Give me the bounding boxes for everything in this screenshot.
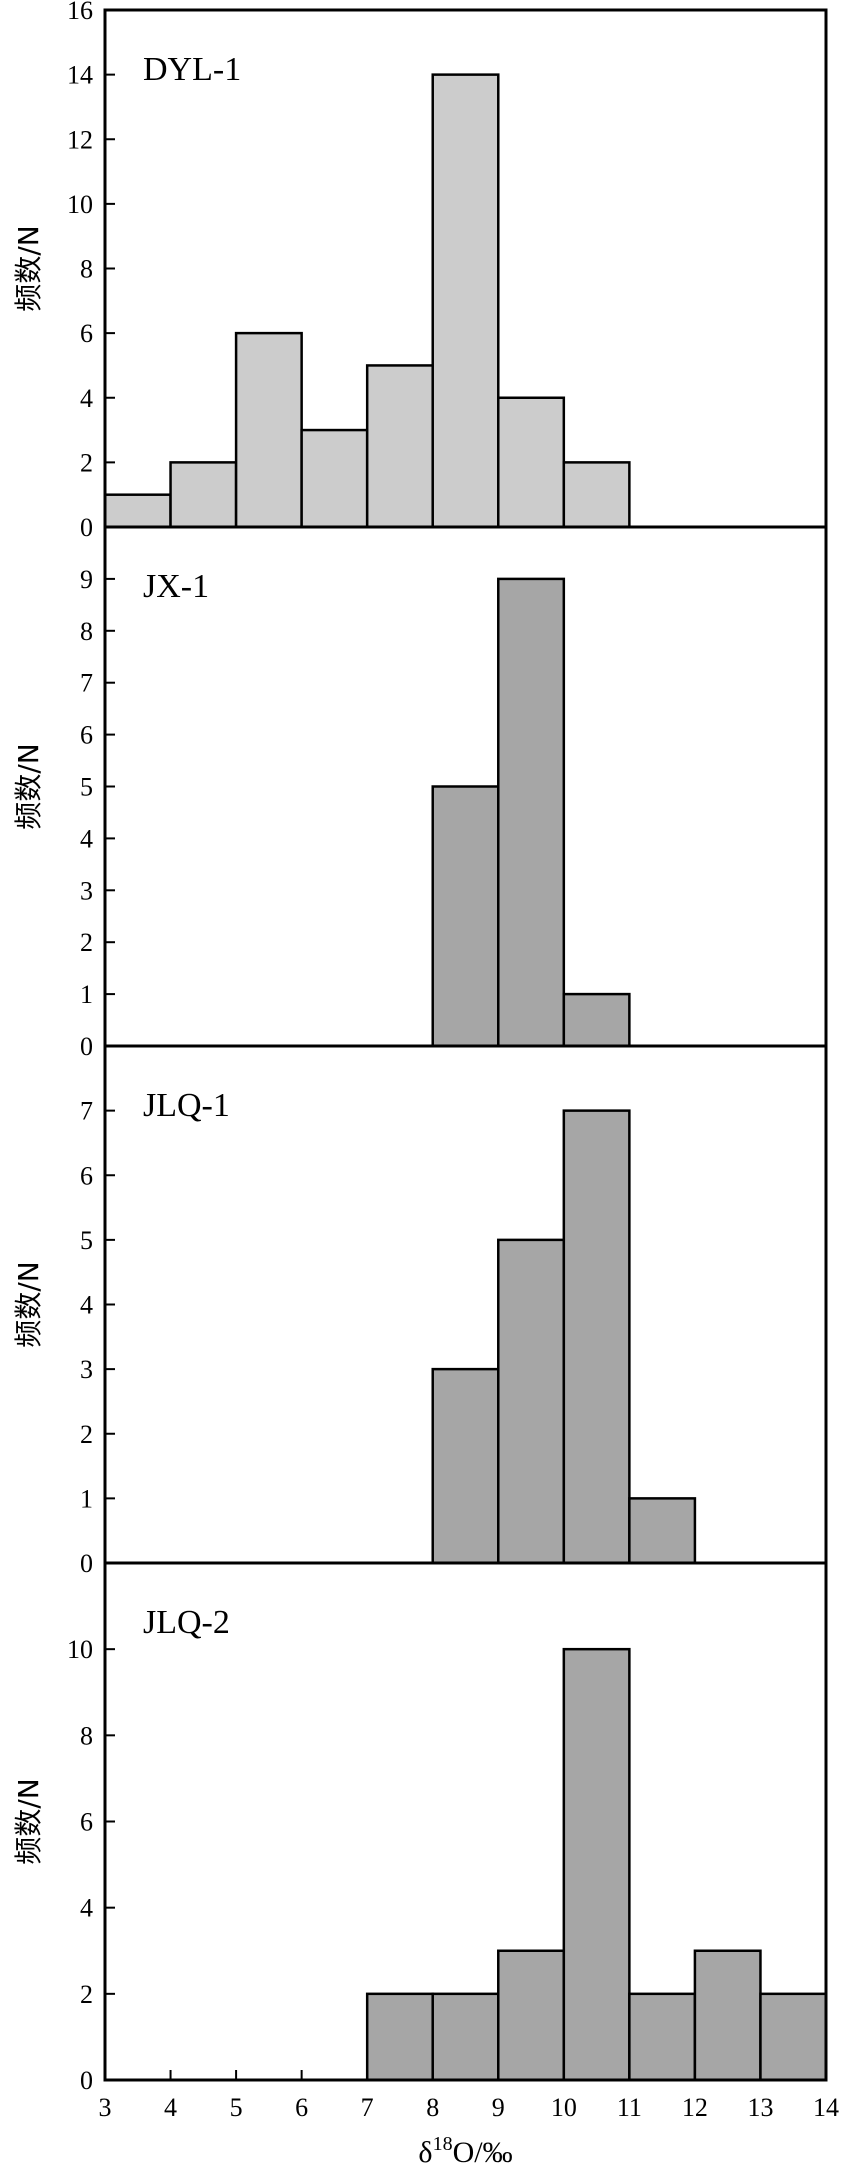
bar [759,1992,828,2082]
y-tick-label: 3 [80,876,93,905]
x-axis-label: δ18O/‰ [418,2133,512,2169]
y-tick-label: 2 [80,1980,93,2009]
y-tick-label: 16 [67,0,93,25]
x-tick-label: 14 [813,2093,839,2122]
bar [300,428,369,529]
y-tick-label: 4 [80,1894,93,1923]
panel-label: JLQ-2 [143,1604,230,1641]
x-tick-label: 5 [230,2093,243,2122]
y-tick-label: 6 [80,1161,93,1190]
panel-label: JX-1 [143,568,209,605]
x-tick-label: 7 [361,2093,374,2122]
y-tick-label: 5 [80,773,93,802]
bar [562,992,631,1048]
bar [169,461,238,529]
bar [497,1238,566,1565]
bar [431,1992,500,2082]
plot-frame [103,1561,828,2082]
y-tick-label: 1 [80,980,93,1009]
y-tick-label: 8 [80,1721,93,1750]
x-tick-label: 8 [426,2093,439,2122]
y-tick-label: 4 [80,1291,93,1320]
y-tick-label: 0 [80,2066,93,2095]
y-tick-label: 4 [80,824,93,853]
x-tick-label: 12 [682,2093,708,2122]
bar [562,461,631,529]
y-tick-label: 0 [80,513,93,542]
bar [497,1949,566,2082]
x-tick-label: 9 [492,2093,505,2122]
panel-4: 0 2 4 6 8 10 JLQ-2 频数/N [12,1561,828,2095]
bar [562,1647,631,2082]
panel-label: DYL-1 [143,51,241,88]
y-axis-label: 频数/N [12,743,45,829]
panel-2: 0 1 2 3 4 5 6 7 8 9 JX-1 频数/N [12,525,828,1061]
panel-3: 0 1 2 3 4 5 6 7 JLQ-1 频数/N [12,1044,828,1578]
y-axis-label: 频数/N [12,1261,45,1347]
y-tick-label: 9 [80,565,93,594]
y-tick-label: 0 [80,1549,93,1578]
y-tick-label: 14 [67,61,93,90]
y-tick-label: 2 [80,1420,93,1449]
x-tick-label: 4 [164,2093,177,2122]
bar [628,1497,697,1565]
bar [365,1992,434,2082]
y-tick-label: 10 [67,190,93,219]
y-tick-label: 6 [80,319,93,348]
y-axis-label: 频数/N [12,225,45,311]
y-tick-label: 6 [80,1808,93,1837]
bar [365,364,434,529]
bar [562,1109,631,1565]
bar [431,1367,500,1565]
bar [497,577,566,1048]
y-tick-label: 6 [80,721,93,750]
y-tick-label: 12 [67,125,93,154]
bar [497,396,566,529]
y-tick-label: 7 [80,1097,93,1126]
x-tick-label: 3 [99,2093,112,2122]
bar [234,331,303,529]
panel-1: 0 2 4 6 8 10 12 14 16 DYL-1 频数/N [12,0,828,542]
bar [628,1992,697,2082]
x-tick-label: 10 [551,2093,577,2122]
y-tick-label: 3 [80,1355,93,1384]
x-tick-label: 6 [295,2093,308,2122]
y-tick-label: 7 [80,669,93,698]
x-axis: 3 4 5 6 7 8 9 10 11 12 13 14 δ18O/‰ [99,2070,839,2169]
bar [103,493,172,529]
x-tick-label: 11 [617,2093,642,2122]
bar [431,73,500,529]
y-tick-label: 8 [80,255,93,284]
y-tick-label: 2 [80,928,93,957]
y-tick-label: 1 [80,1484,93,1513]
y-tick-label: 2 [80,448,93,477]
bar [431,785,500,1048]
y-tick-label: 4 [80,384,93,413]
y-tick-label: 5 [80,1226,93,1255]
y-tick-label: 10 [67,1635,93,1664]
x-tick-label: 13 [747,2093,773,2122]
panel-label: JLQ-1 [143,1087,230,1124]
y-tick-label: 8 [80,617,93,646]
y-axis-label: 频数/N [12,1778,45,1864]
bar [693,1949,762,2082]
y-tick-label: 0 [80,1032,93,1061]
